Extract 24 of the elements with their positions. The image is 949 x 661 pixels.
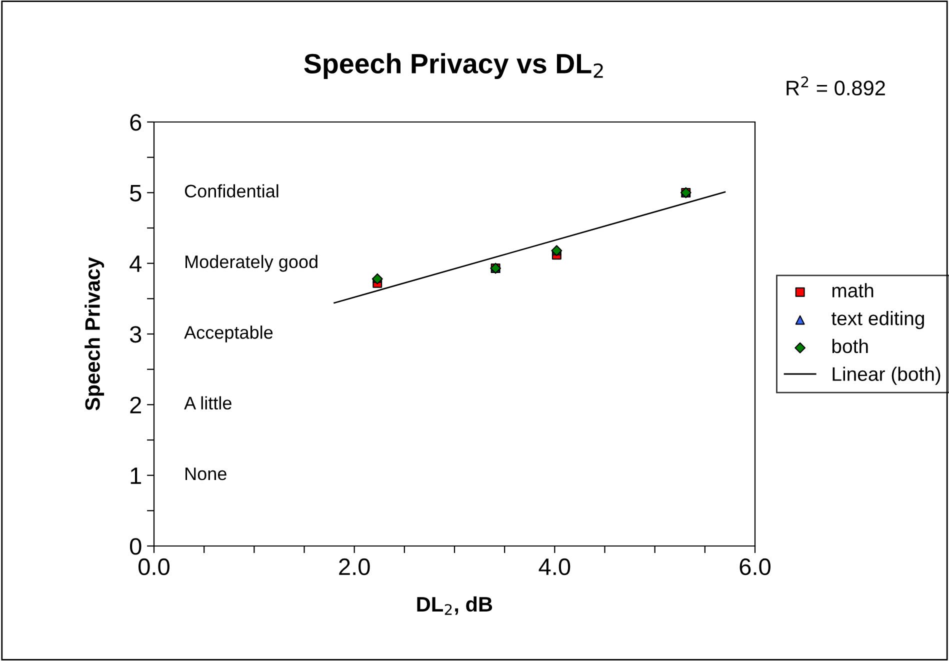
x-tick-label: 6.0 [740,558,770,576]
annotation: Confidential [184,184,278,198]
annotation: None [186,468,226,480]
x-tick-label: 4.0 [538,558,570,576]
legend-label: both [832,338,868,354]
y-tick-label: 3 [130,326,142,343]
legend-label: Linear (both) [832,366,940,385]
text: R$^{2}$ = 0.892 [786,76,885,96]
y-tick-label: 6 [130,114,142,131]
y-tick-label: 4 [130,256,142,272]
y-axis-title: Speech Privacy [84,257,104,410]
annotation: Moderately good [186,254,318,272]
annotation: A little [184,396,232,410]
legend-label: math [832,283,874,298]
x-axis-title: DL$_{2}$, dB [417,596,492,615]
y-tick-label: 2 [130,396,142,414]
x-tick-label: 2.0 [339,558,370,576]
annotation: Acceptable [184,326,273,342]
chart-title: Speech Privacy vs DL$_{2}$ [304,53,603,80]
y-tick-label: 1 [130,468,142,484]
legend-label: text editing [831,311,924,330]
y-tick-label: 5 [130,184,142,202]
x-tick-label: 0.0 [138,558,170,576]
y-tick-label: 0 [130,538,142,555]
